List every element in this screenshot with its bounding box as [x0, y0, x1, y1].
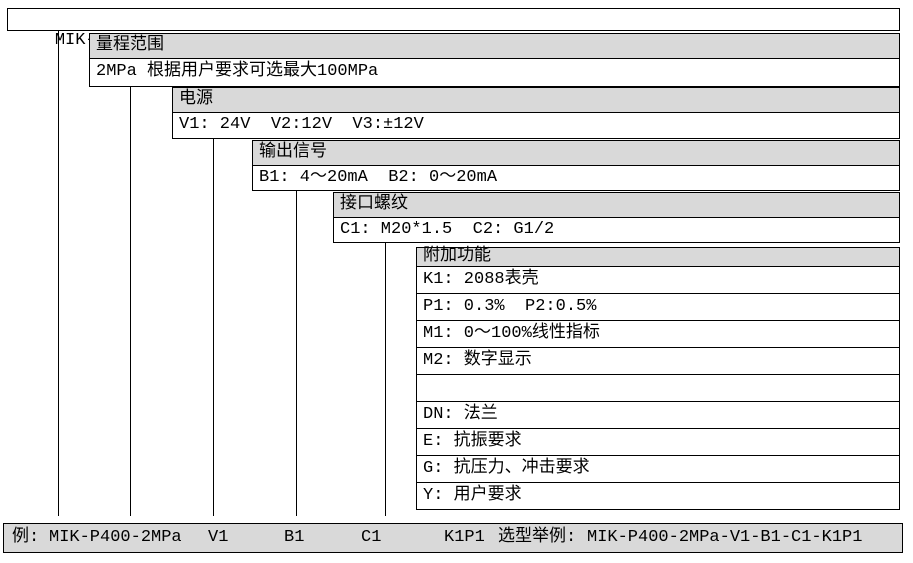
- additional-row-empty: [417, 375, 899, 402]
- additional-row-y: Y: 用户要求: [417, 483, 899, 509]
- additional-functions-header: 附加功能: [417, 248, 899, 267]
- ordering-example-bar: 例: MIK-P400-2MPa V1 B1 C1 K1P1 选型举例: MIK…: [3, 523, 903, 553]
- additional-functions-box: 附加功能 K1: 2088表壳 P1: 0.3% P2:0.5% M1: 0～1…: [416, 247, 900, 510]
- thread-header: 接口螺纹: [334, 193, 899, 218]
- additional-row-p1-p2: P1: 0.3% P2:0.5%: [417, 294, 899, 321]
- range-options: 2MPa 根据用户要求可选最大100MPa: [90, 59, 899, 86]
- additional-row-g: G: 抗压力、冲击要求: [417, 456, 899, 483]
- output-signal-header: 输出信号: [253, 141, 899, 166]
- output-signal-box: 输出信号 B1: 4～20mA B2: 0～20mA: [252, 140, 900, 191]
- additional-row-m2: M2: 数字显示: [417, 348, 899, 375]
- range-header: 量程范围: [90, 34, 899, 59]
- output-signal-options: B1: 4～20mA B2: 0～20mA: [253, 166, 899, 190]
- additional-row-dn: DN: 法兰: [417, 402, 899, 429]
- example-code-additional: K1P1: [444, 528, 485, 547]
- range-box: 量程范围 2MPa 根据用户要求可选最大100MPa: [89, 33, 900, 87]
- thread-box: 接口螺纹 C1: M20*1.5 C2: G1/2: [333, 192, 900, 243]
- power-header: 电源: [173, 88, 899, 113]
- connector-line-range: [130, 85, 131, 516]
- connector-line-thread: [385, 242, 386, 516]
- power-options: V1: 24V V2:12V V3:±12V: [173, 113, 899, 138]
- power-box: 电源 V1: 24V V2:12V V3:±12V: [172, 87, 900, 139]
- additional-row-e: E: 抗振要求: [417, 429, 899, 456]
- example-code-power: V1: [208, 528, 229, 547]
- example-code-thread: C1: [361, 528, 382, 547]
- additional-row-m1: M1: 0～100%线性指标: [417, 321, 899, 348]
- connector-line-model: [58, 30, 59, 516]
- model-title-box: MIK-P400: [7, 8, 900, 50]
- example-code-output: B1: [284, 528, 305, 547]
- thread-options: C1: M20*1.5 C2: G1/2: [334, 218, 899, 242]
- example-prefix: 例:: [12, 528, 40, 547]
- example-label: 选型举例:: [498, 528, 577, 547]
- example-model: MIK-P400-2MPa: [49, 528, 182, 547]
- additional-row-k1: K1: 2088表壳: [417, 267, 899, 294]
- example-full-code: MIK-P400-2MPa-V1-B1-C1-K1P1: [587, 528, 863, 547]
- connector-line-power: [213, 138, 214, 516]
- connector-line-output: [296, 190, 297, 516]
